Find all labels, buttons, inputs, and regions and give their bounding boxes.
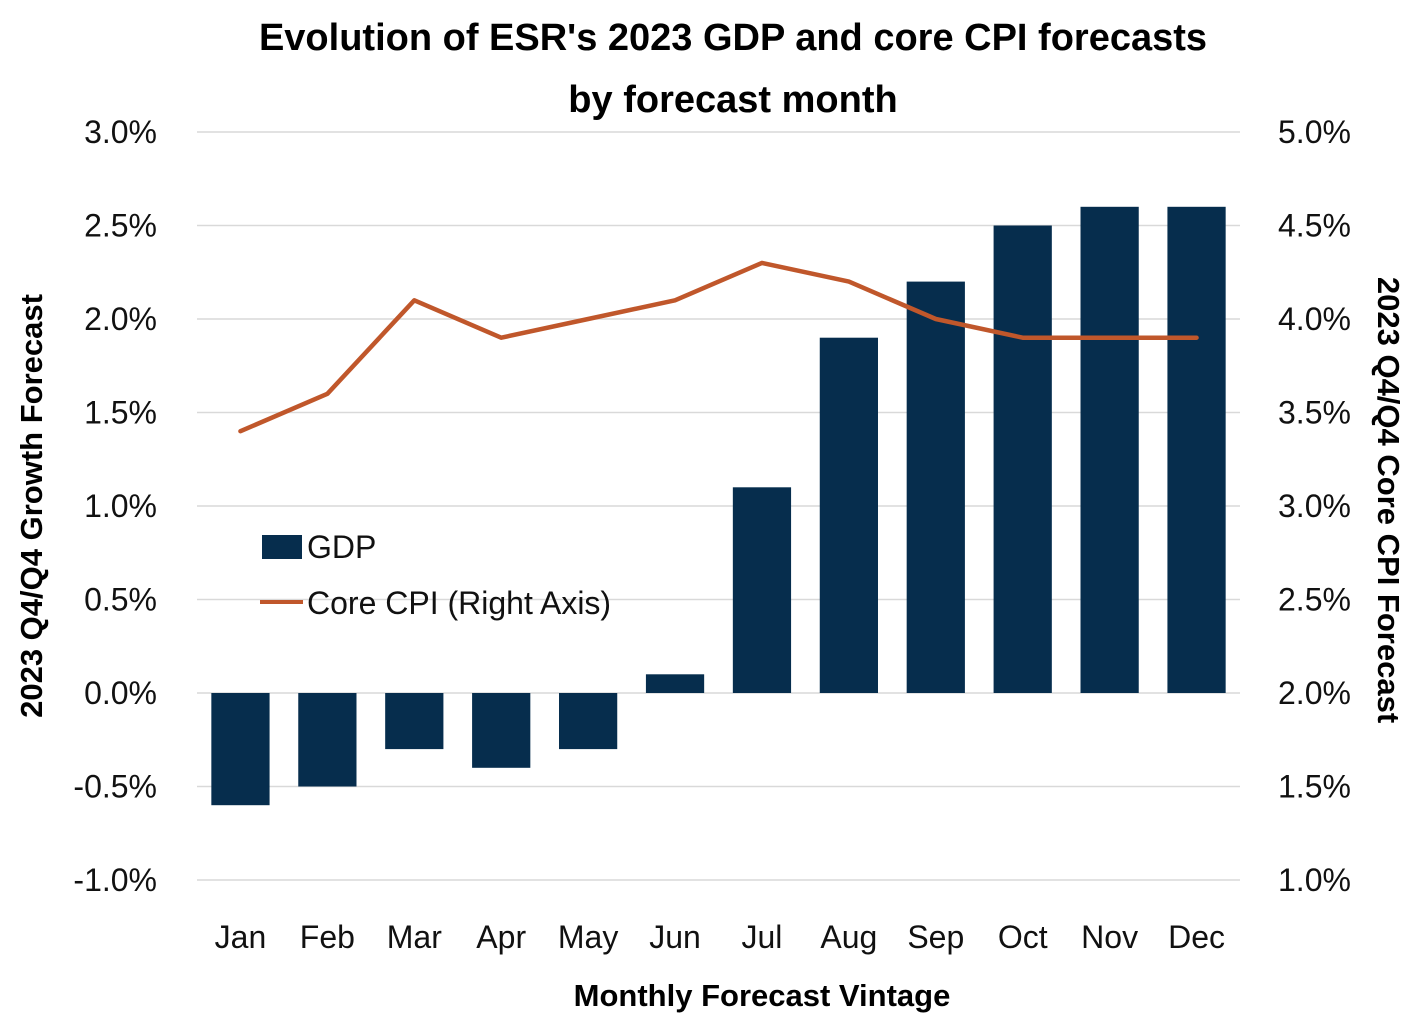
left-axis-ticks: 3.0% 2.5% 2.0% 1.5% 1.0% 0.5% 0.0% -0.5% -1.0%: [73, 114, 157, 898]
left-axis-tick-label: 1.0%: [84, 488, 157, 524]
x-axis-tick-label: Sep: [907, 919, 964, 955]
left-axis-tick-label: -1.0%: [73, 862, 157, 898]
core-cpi-line: [238, 260, 1199, 434]
gdp-bar-sep: [906, 281, 965, 693]
left-axis-tick-label: 3.0%: [84, 114, 157, 150]
right-axis-ticks: 5.0% 4.5% 4.0% 3.5% 3.0% 2.5% 2.0% 1.5% 1.0%: [1278, 114, 1351, 898]
gdp-bar-oct: [993, 225, 1052, 693]
gdp-bar-aug: [819, 337, 878, 693]
gdp-bar-jul: [732, 487, 792, 693]
right-axis-tick-label: 1.0%: [1278, 862, 1351, 898]
right-axis-tick-label: 4.5%: [1278, 208, 1351, 244]
left-axis-tick-label: 2.0%: [84, 301, 157, 337]
left-axis-tick-label: 1.5%: [84, 395, 157, 431]
right-axis-tick-label: 1.5%: [1278, 769, 1351, 805]
x-axis-tick-label: Jun: [649, 919, 701, 955]
x-axis-ticks: Jan Feb Mar Apr May Jun Jul Aug Sep Oct Nov Dec: [215, 919, 1225, 955]
x-axis-tick-label: Apr: [476, 919, 526, 955]
gdp-bar-apr: [472, 693, 531, 768]
right-axis-tick-label: 2.5%: [1278, 582, 1351, 618]
y-axis-label: 2023 Q4/Q4 Growth Forecast: [14, 294, 49, 718]
x-axis-tick-label: Dec: [1168, 919, 1225, 955]
left-axis-tick-label: -0.5%: [73, 769, 157, 805]
x-axis-tick-label: Jul: [742, 919, 783, 955]
right-axis-tick-label: 5.0%: [1278, 114, 1351, 150]
x-axis-tick-label: Oct: [998, 919, 1048, 955]
chart-title-line-2: by forecast month: [568, 79, 897, 121]
right-axis-tick-label: 2.0%: [1278, 675, 1351, 711]
right-axis-tick-label: 3.0%: [1278, 488, 1351, 524]
gridlines: [197, 131, 1240, 881]
chart-title-line-1: Evolution of ESR's 2023 GDP and core CPI…: [259, 17, 1207, 59]
legend-gdp-swatch: [262, 535, 302, 559]
x-axis-tick-label: Aug: [820, 919, 877, 955]
chart-title: Evolution of ESR's 2023 GDP and core CPI…: [259, 17, 1207, 121]
right-axis-tick-label: 3.5%: [1278, 395, 1351, 431]
x-axis-tick-label: Jan: [215, 919, 267, 955]
gdp-bar-mar: [385, 693, 444, 750]
left-axis-tick-label: 0.0%: [84, 675, 157, 711]
legend-core-cpi-label: Core CPI (Right Axis): [307, 585, 611, 621]
gdp-bar-dec: [1167, 206, 1226, 694]
left-axis-tick-label: 0.5%: [84, 582, 157, 618]
x-axis-tick-label: Mar: [387, 919, 442, 955]
x-axis-tick-label: Feb: [300, 919, 355, 955]
core-cpi-line-group: [238, 260, 1199, 434]
gdp-bar-jan: [211, 693, 270, 806]
left-axis-tick-label: 2.5%: [84, 208, 157, 244]
gdp-bar-nov: [1080, 206, 1139, 694]
x-axis-tick-label: Nov: [1081, 919, 1138, 955]
x-axis-label: Monthly Forecast Vintage: [574, 978, 951, 1013]
y2-axis-label: 2023 Q4/Q4 Core CPI Forecast: [1371, 277, 1406, 723]
x-axis-tick-label: May: [558, 919, 618, 955]
gdp-bar-may: [559, 693, 618, 750]
gdp-bar-feb: [298, 693, 357, 787]
gdp-bars: [211, 206, 1226, 806]
legend-gdp-label: GDP: [307, 529, 376, 565]
gdp-bar-jun: [645, 674, 705, 693]
legend: GDP Core CPI (Right Axis): [260, 529, 611, 621]
right-axis-tick-label: 4.0%: [1278, 301, 1351, 337]
